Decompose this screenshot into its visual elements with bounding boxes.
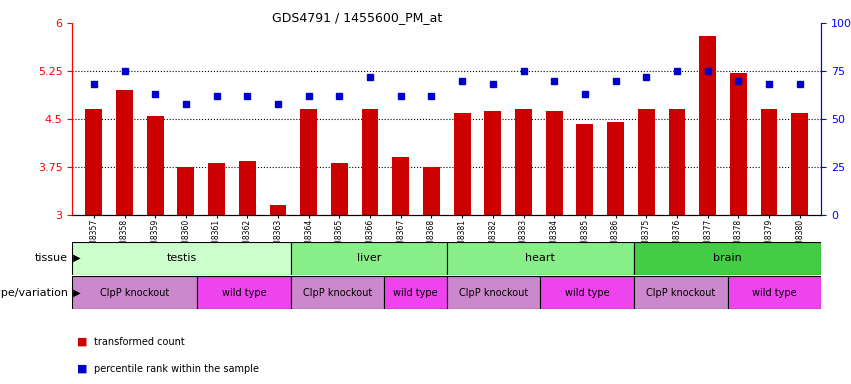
Text: wild type: wild type [221, 288, 266, 298]
Bar [634, 276, 728, 309]
Bar [545, 111, 563, 215]
Text: tissue: tissue [35, 253, 68, 263]
Text: liver: liver [357, 253, 381, 263]
Bar [638, 109, 654, 215]
Text: heart: heart [525, 253, 556, 263]
Bar [116, 90, 133, 215]
Text: wild type: wild type [752, 288, 797, 298]
Bar [515, 109, 532, 215]
Text: ClpP knockout: ClpP knockout [303, 288, 372, 298]
Text: testis: testis [167, 253, 197, 263]
Bar [300, 109, 317, 215]
Text: wild type: wild type [393, 288, 438, 298]
Bar [423, 167, 440, 215]
Bar [362, 109, 379, 215]
Bar [331, 162, 348, 215]
Bar [634, 242, 821, 275]
Text: ▶: ▶ [70, 288, 80, 298]
Text: ClpP knockout: ClpP knockout [646, 288, 716, 298]
Bar [392, 157, 409, 215]
Bar [208, 162, 225, 215]
Bar [669, 109, 685, 215]
Bar [385, 276, 447, 309]
Bar [700, 36, 716, 215]
Bar [239, 161, 255, 215]
Text: transformed count: transformed count [94, 337, 185, 347]
Bar [730, 73, 747, 215]
Bar [72, 276, 197, 309]
Text: ■: ■ [77, 364, 87, 374]
Bar [291, 242, 447, 275]
Bar [540, 276, 634, 309]
Bar [728, 276, 821, 309]
Bar [454, 113, 471, 215]
Bar [447, 276, 540, 309]
Text: genotype/variation: genotype/variation [0, 288, 68, 298]
Text: ▶: ▶ [70, 253, 80, 263]
Bar [178, 167, 194, 215]
Bar [447, 242, 634, 275]
Bar [270, 205, 287, 215]
Text: percentile rank within the sample: percentile rank within the sample [94, 364, 259, 374]
Text: GDS4791 / 1455600_PM_at: GDS4791 / 1455600_PM_at [272, 12, 443, 25]
Text: ClpP knockout: ClpP knockout [100, 288, 169, 298]
Bar [85, 109, 102, 215]
Bar [72, 242, 291, 275]
Bar [291, 276, 385, 309]
Bar [197, 276, 291, 309]
Text: ■: ■ [77, 337, 87, 347]
Bar [761, 109, 778, 215]
Bar [146, 116, 163, 215]
Text: wild type: wild type [565, 288, 609, 298]
Text: ClpP knockout: ClpP knockout [459, 288, 528, 298]
Bar [576, 124, 593, 215]
Bar [791, 113, 808, 215]
Text: brain: brain [713, 253, 742, 263]
Bar [484, 111, 501, 215]
Bar [607, 122, 624, 215]
